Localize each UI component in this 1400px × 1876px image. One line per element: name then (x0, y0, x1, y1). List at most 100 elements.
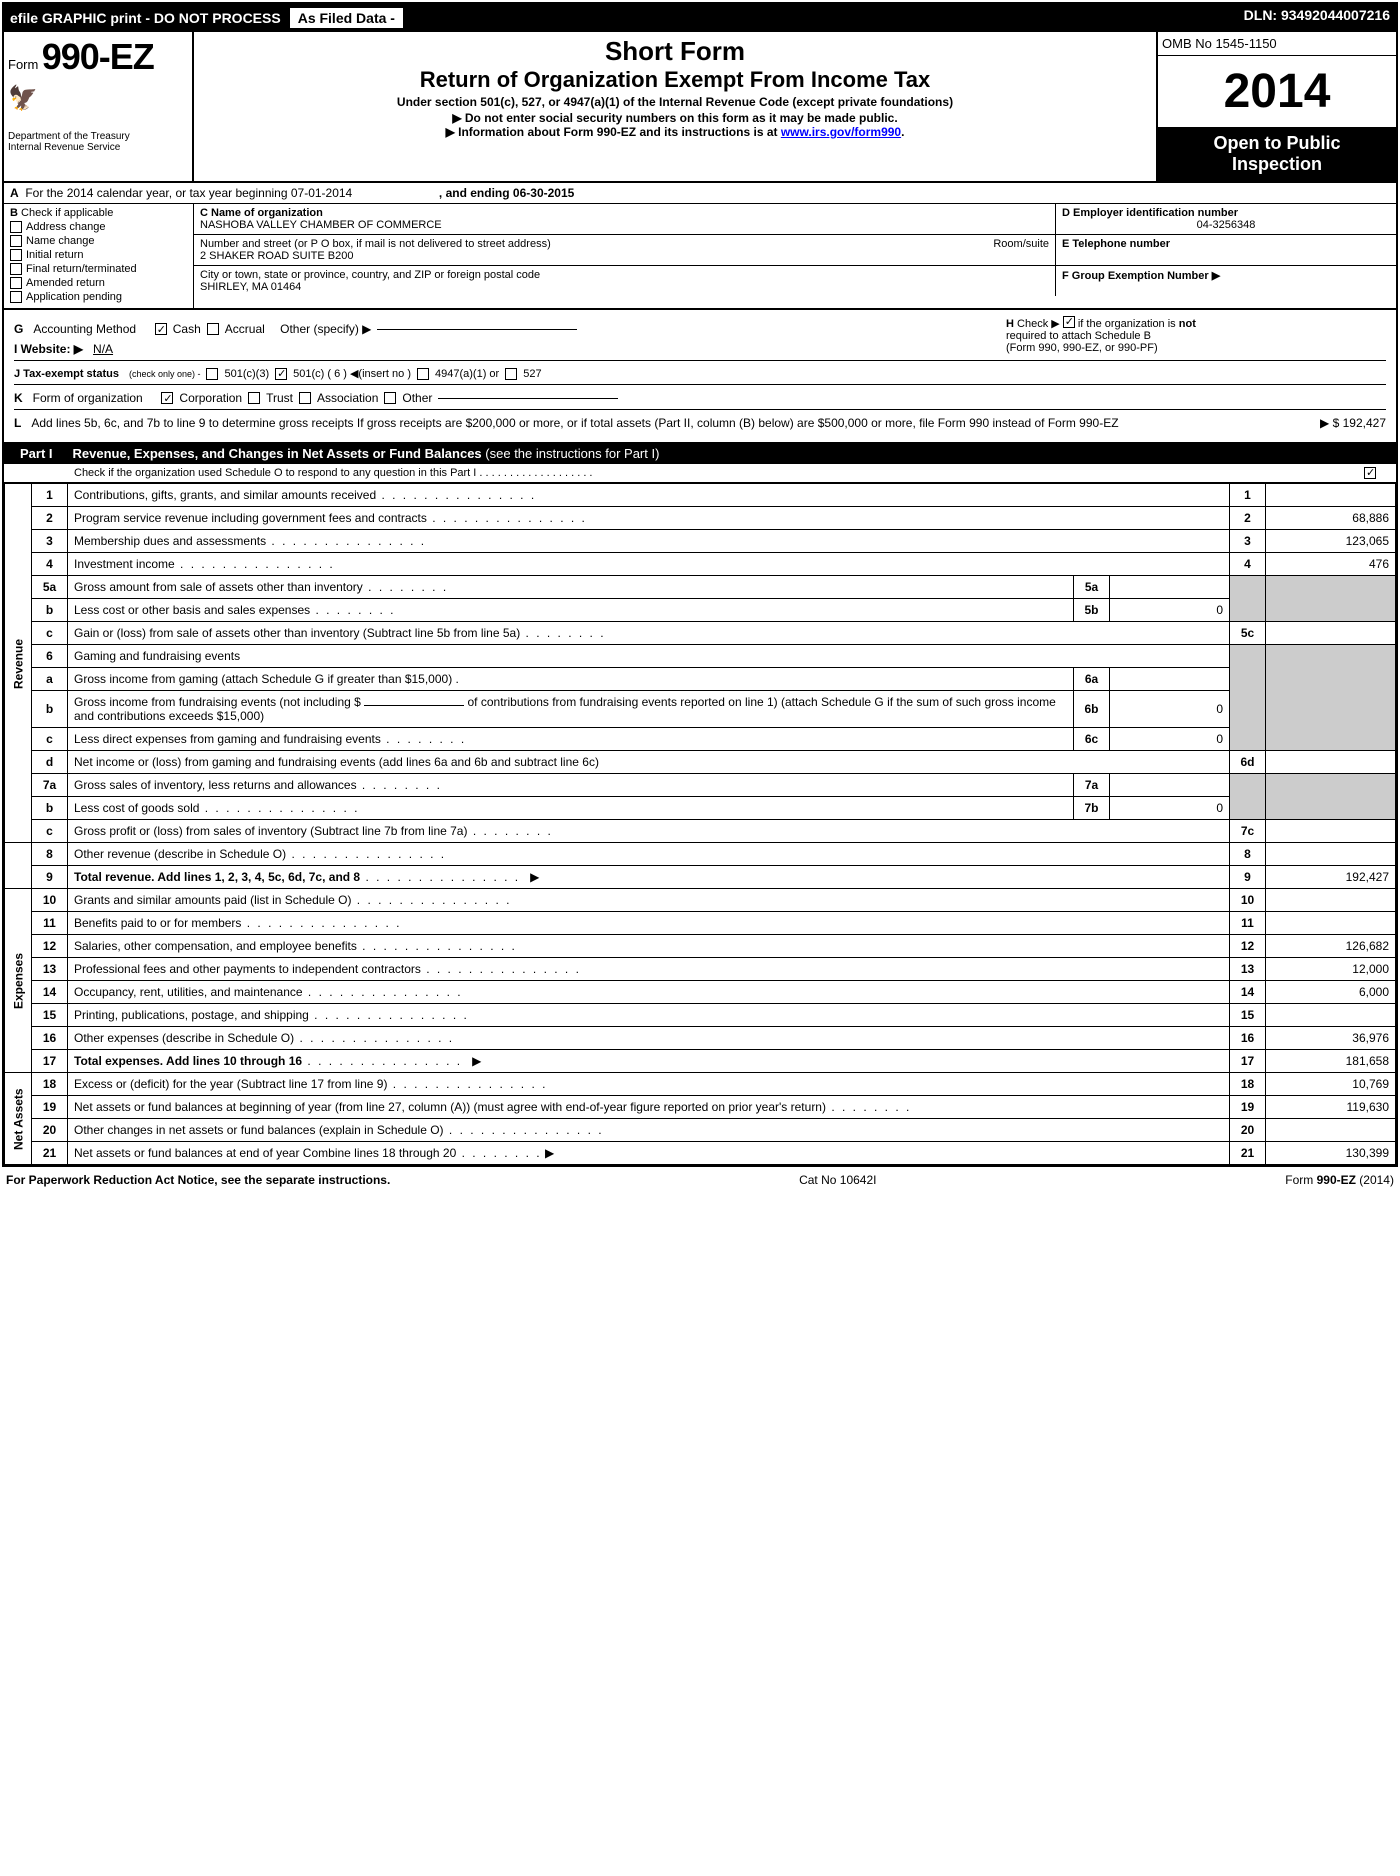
line-6c: c Less direct expenses from gaming and f… (5, 728, 1396, 751)
short-form-title: Short Form (202, 36, 1148, 67)
l5a-snum: 5a (1074, 576, 1110, 599)
b-item-5: Application pending (26, 291, 122, 303)
header-left: Form 990-EZ 🦅 Department of the Treasury… (4, 32, 194, 181)
under-section: Under section 501(c), 527, or 4947(a)(1)… (202, 95, 1148, 109)
l2-rval: 68,886 (1266, 507, 1396, 530)
efile-label: efile GRAPHIC print - DO NOT PROCESS (10, 10, 281, 26)
l15-desc: Printing, publications, postage, and shi… (74, 1008, 469, 1022)
l8-rnum: 8 (1230, 843, 1266, 866)
line-8: 8 Other revenue (describe in Schedule O)… (5, 843, 1396, 866)
l17-rnum: 17 (1230, 1050, 1266, 1073)
c-name-label: C Name of organization (200, 207, 323, 219)
cb-other-org[interactable] (384, 392, 396, 404)
l7b-sval: 0 (1110, 797, 1230, 820)
cb-cash[interactable] (155, 323, 167, 335)
l6a-num: a (32, 668, 68, 691)
part1-title: Revenue, Expenses, and Changes in Net As… (73, 446, 660, 461)
open-line1: Open to Public (1164, 133, 1390, 154)
dln-label: DLN: 93492044007216 (1244, 7, 1390, 29)
cb-schedule-o[interactable] (1364, 467, 1376, 479)
footer-left: For Paperwork Reduction Act Notice, see … (6, 1173, 390, 1187)
row-a-text: A For the 2014 calendar year, or tax yea… (4, 183, 580, 203)
cb-accrual[interactable] (207, 323, 219, 335)
k-other-field[interactable] (438, 398, 618, 399)
form-number: 990-EZ (42, 36, 154, 77)
l5b-sval: 0 (1110, 599, 1230, 622)
line-11: 11 Benefits paid to or for members 11 (5, 912, 1396, 935)
cb-4947[interactable] (417, 368, 429, 380)
l15-rnum: 15 (1230, 1004, 1266, 1027)
cb-address-change[interactable] (10, 221, 22, 233)
row-a-ending: , and ending 06-30-2015 (439, 186, 574, 200)
l4-rnum: 4 (1230, 553, 1266, 576)
return-title: Return of Organization Exempt From Incom… (202, 67, 1148, 93)
irs-link[interactable]: www.irs.gov/form990 (781, 125, 901, 139)
cb-initial-return[interactable] (10, 249, 22, 261)
cb-amended-return[interactable] (10, 277, 22, 289)
l21-rval: 130,399 (1266, 1142, 1396, 1165)
l11-num: 11 (32, 912, 68, 935)
l19-rnum: 19 (1230, 1096, 1266, 1119)
cb-h-not-required[interactable] (1063, 316, 1075, 328)
col-b-text: Check if applicable (21, 207, 113, 219)
h-not: not (1179, 318, 1196, 330)
cb-association[interactable] (299, 392, 311, 404)
l5a-sval (1110, 576, 1230, 599)
h-text3: required to attach Schedule B (1006, 330, 1151, 342)
g-other-field[interactable] (377, 329, 577, 330)
l14-rval: 6,000 (1266, 981, 1396, 1004)
org-city: SHIRLEY, MA 01464 (200, 281, 1049, 293)
j-sub: (check only one) - (129, 369, 201, 379)
cb-501c[interactable] (275, 368, 287, 380)
cb-corporation[interactable] (161, 392, 173, 404)
k-o4: Other (402, 391, 432, 405)
cb-trust[interactable] (248, 392, 260, 404)
l5ab-shade (1230, 576, 1266, 622)
cb-name-change[interactable] (10, 235, 22, 247)
l2-desc: Program service revenue including govern… (74, 511, 587, 525)
k-o2: Trust (266, 391, 293, 405)
lines-table: Revenue 1 Contributions, gifts, grants, … (4, 483, 1396, 1165)
col-f: F Group Exemption Number ▶ (1056, 266, 1396, 296)
info-post: . (901, 125, 904, 139)
b-item-1: Name change (26, 235, 95, 247)
line-13: 13 Professional fees and other payments … (5, 958, 1396, 981)
l6d-rval (1266, 751, 1396, 774)
l5c-rnum: 5c (1230, 622, 1266, 645)
l13-rval: 12,000 (1266, 958, 1396, 981)
l19-rval: 119,630 (1266, 1096, 1396, 1119)
l1-rnum: 1 (1230, 484, 1266, 507)
l15-rval (1266, 1004, 1396, 1027)
l11-rval (1266, 912, 1396, 935)
side-revenue: Revenue (5, 484, 32, 843)
l17-desc: Total expenses. Add lines 10 through 16 (74, 1054, 302, 1068)
tax-year: 2014 (1158, 56, 1396, 127)
j-o4: 527 (523, 368, 541, 380)
h-text4: (Form 990, 990-EZ, or 990-PF) (1006, 342, 1158, 354)
line-7c: c Gross profit or (loss) from sales of i… (5, 820, 1396, 843)
l17-num: 17 (32, 1050, 68, 1073)
top-bar: efile GRAPHIC print - DO NOT PROCESS As … (4, 4, 1396, 32)
l7a-sval (1110, 774, 1230, 797)
l3-rval: 123,065 (1266, 530, 1396, 553)
line-6a: a Gross income from gaming (attach Sched… (5, 668, 1396, 691)
l21-num: 21 (32, 1142, 68, 1165)
line-7a: 7a Gross sales of inventory, less return… (5, 774, 1396, 797)
l2-rnum: 2 (1230, 507, 1266, 530)
row-a-main: For the 2014 calendar year, or tax year … (25, 186, 352, 200)
footer-center: Cat No 10642I (799, 1173, 876, 1187)
l5b-desc: Less cost or other basis and sales expen… (74, 603, 395, 617)
l7a-snum: 7a (1074, 774, 1110, 797)
side-expenses: Expenses (5, 889, 32, 1073)
cb-527[interactable] (505, 368, 517, 380)
line-20: 20 Other changes in net assets or fund b… (5, 1119, 1396, 1142)
l2-num: 2 (32, 507, 68, 530)
row-l: L Add lines 5b, 6c, and 7b to line 9 to … (14, 416, 1386, 430)
cb-application-pending[interactable] (10, 291, 22, 303)
j-label: J Tax-exempt status (14, 368, 119, 380)
cb-501c3[interactable] (206, 368, 218, 380)
col-d: D Employer identification number 04-3256… (1056, 204, 1396, 234)
l-text: Add lines 5b, 6c, and 7b to line 9 to de… (31, 416, 1294, 430)
l6b-blank[interactable] (364, 705, 464, 706)
cb-final-return[interactable] (10, 263, 22, 275)
